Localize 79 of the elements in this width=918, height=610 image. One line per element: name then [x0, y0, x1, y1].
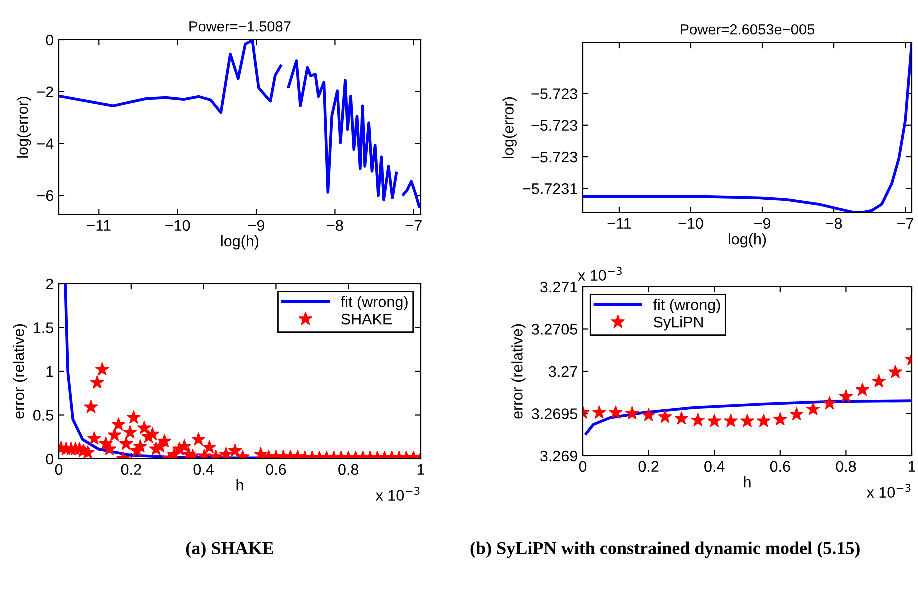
x-tick-label: 0.6: [266, 464, 286, 476]
point: [872, 374, 886, 388]
x-tick-label: 0.2: [121, 464, 142, 476]
point: [856, 382, 870, 396]
y-tick-label: −5.7231: [523, 184, 578, 194]
line-series: [583, 43, 912, 213]
x-tick-label: 0.2: [638, 461, 659, 472]
text: (a) SHAKE: [186, 542, 274, 558]
y-tick-label: 0: [46, 34, 54, 46]
point: [806, 402, 820, 416]
y-tick-label: 1.5: [34, 322, 54, 334]
point: [658, 410, 672, 424]
y-tick-label: 3.27: [548, 366, 578, 378]
y-tick-label: 3.269: [540, 450, 578, 462]
y-tick-label: −5.723: [532, 152, 578, 163]
x-tick-label: 0.4: [194, 464, 214, 476]
y-tick-label: −5.723: [532, 88, 578, 100]
point: [708, 414, 722, 428]
y-tick-label: 0.5: [34, 410, 54, 421]
point: [756, 414, 771, 428]
point: [822, 396, 837, 410]
y-tick-label: −5.723: [532, 120, 578, 132]
point: [691, 413, 706, 427]
text: x 10$^{−3}$: [376, 487, 420, 501]
text: x 10$^{−3}$: [866, 484, 911, 498]
y-axis-title: error (relative): [512, 324, 526, 419]
point: [625, 406, 640, 420]
x-tick-label: −11: [608, 218, 632, 229]
x-tick-label: −10: [166, 220, 190, 232]
legend-label: fit (wrong): [341, 296, 408, 310]
y-tick-label: 0: [46, 454, 54, 465]
x-tick-label: 1: [418, 464, 425, 475]
x-axis-title: log(h): [222, 235, 259, 250]
point: [592, 406, 606, 419]
x-tick-label: −7: [406, 220, 422, 231]
x-tick-label: −8: [327, 220, 344, 232]
x-tick-label: −11: [87, 220, 111, 231]
y-axis-title: log(error): [16, 97, 32, 158]
y-tick-label: −6: [37, 190, 54, 202]
y-axis-title: error (relative): [13, 324, 28, 419]
point: [773, 412, 788, 426]
point: [674, 411, 689, 425]
legend-label: SyLiPN: [654, 316, 703, 331]
y-tick-label: −2: [37, 86, 54, 98]
point: [888, 364, 903, 378]
x-axis-title: log(h): [729, 233, 766, 248]
text: (b) SyLiPN with constrained dynamic model (5.15): [470, 542, 860, 558]
chart-title: Power=−1.5087: [190, 21, 291, 32]
x-tick-label: 0.8: [836, 461, 856, 472]
point: [839, 389, 854, 403]
x-tick-label: −9: [754, 218, 771, 230]
point: [724, 414, 738, 428]
x-tick-label: 1: [908, 461, 916, 472]
x-tick-label: 0: [55, 464, 63, 476]
x-axis-title: h: [236, 479, 244, 491]
legend-label: SHAKE: [342, 314, 392, 325]
y-tick-label: 2: [46, 278, 54, 290]
y-tick-label: 3.2705: [532, 324, 578, 335]
x-tick-label: −9: [248, 220, 265, 232]
point: [608, 406, 623, 419]
x-axis-title: h: [744, 476, 751, 488]
x-tick-label: 0.6: [770, 461, 790, 472]
x-tick-label: 0.8: [338, 464, 359, 476]
y-tick-label: −4: [37, 138, 54, 150]
y-tick-label: 3.2695: [532, 408, 578, 420]
x-tick-label: 0.4: [704, 461, 725, 472]
y-axis-title: log(error): [502, 98, 517, 158]
chart-title: Power=2.6053e−005: [680, 24, 815, 35]
text: x 10$^{−3}$: [578, 267, 622, 281]
point: [740, 414, 755, 428]
x-tick-label: −8: [826, 218, 842, 230]
y-tick-label: 1: [46, 366, 54, 378]
legend-label: fit (wrong): [653, 299, 720, 314]
point: [790, 407, 804, 421]
point: [642, 408, 656, 422]
x-tick-label: 0: [579, 461, 587, 472]
y-tick-label: 3.271: [540, 282, 578, 293]
x-tick-label: −10: [678, 218, 704, 230]
x-tick-label: −7: [898, 218, 914, 229]
